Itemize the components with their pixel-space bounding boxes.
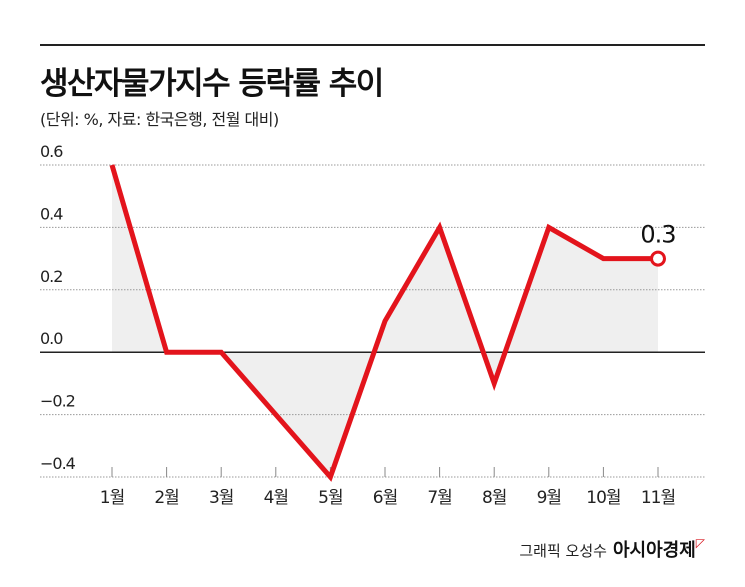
x-tick-label: 3월 [209, 488, 233, 508]
brand-logo: 아시아경제 [612, 540, 696, 561]
x-tick-label: 10월 [586, 488, 620, 508]
chart-title: 생산자물가지수 등락률 추이 [40, 66, 384, 102]
brand-mark-icon: ◸ [695, 536, 705, 550]
x-tick-label: 8월 [482, 488, 506, 508]
x-tick-label: 6월 [373, 488, 397, 508]
end-value-label: 0.3 [640, 221, 675, 249]
y-tick-label: 0.0 [40, 329, 63, 348]
y-tick-label: −0.2 [40, 392, 75, 411]
x-tick-label: 7월 [427, 488, 451, 508]
y-tick-label: 0.4 [40, 204, 63, 223]
x-tick-label: 1월 [100, 488, 124, 508]
credit-text: 그래픽 오성수 [519, 542, 607, 560]
x-tick-label: 5월 [318, 488, 342, 508]
series-line [109, 164, 658, 482]
credit: 그래픽 오성수 아시아경제◸ [519, 536, 705, 562]
x-tick-label: 9월 [537, 488, 561, 508]
title-rule [40, 44, 705, 46]
y-tick-label: 0.6 [40, 142, 63, 161]
end-point-marker [650, 250, 666, 267]
x-tick-label: 11월 [641, 488, 675, 508]
chart-subtitle: (단위: %, 자료: 한국은행, 전월 대비) [40, 110, 279, 129]
x-tick-label: 2월 [154, 488, 178, 508]
y-tick-label: −0.4 [40, 454, 76, 473]
y-tick-label: 0.2 [40, 267, 62, 286]
x-tick-label: 4월 [264, 488, 288, 508]
